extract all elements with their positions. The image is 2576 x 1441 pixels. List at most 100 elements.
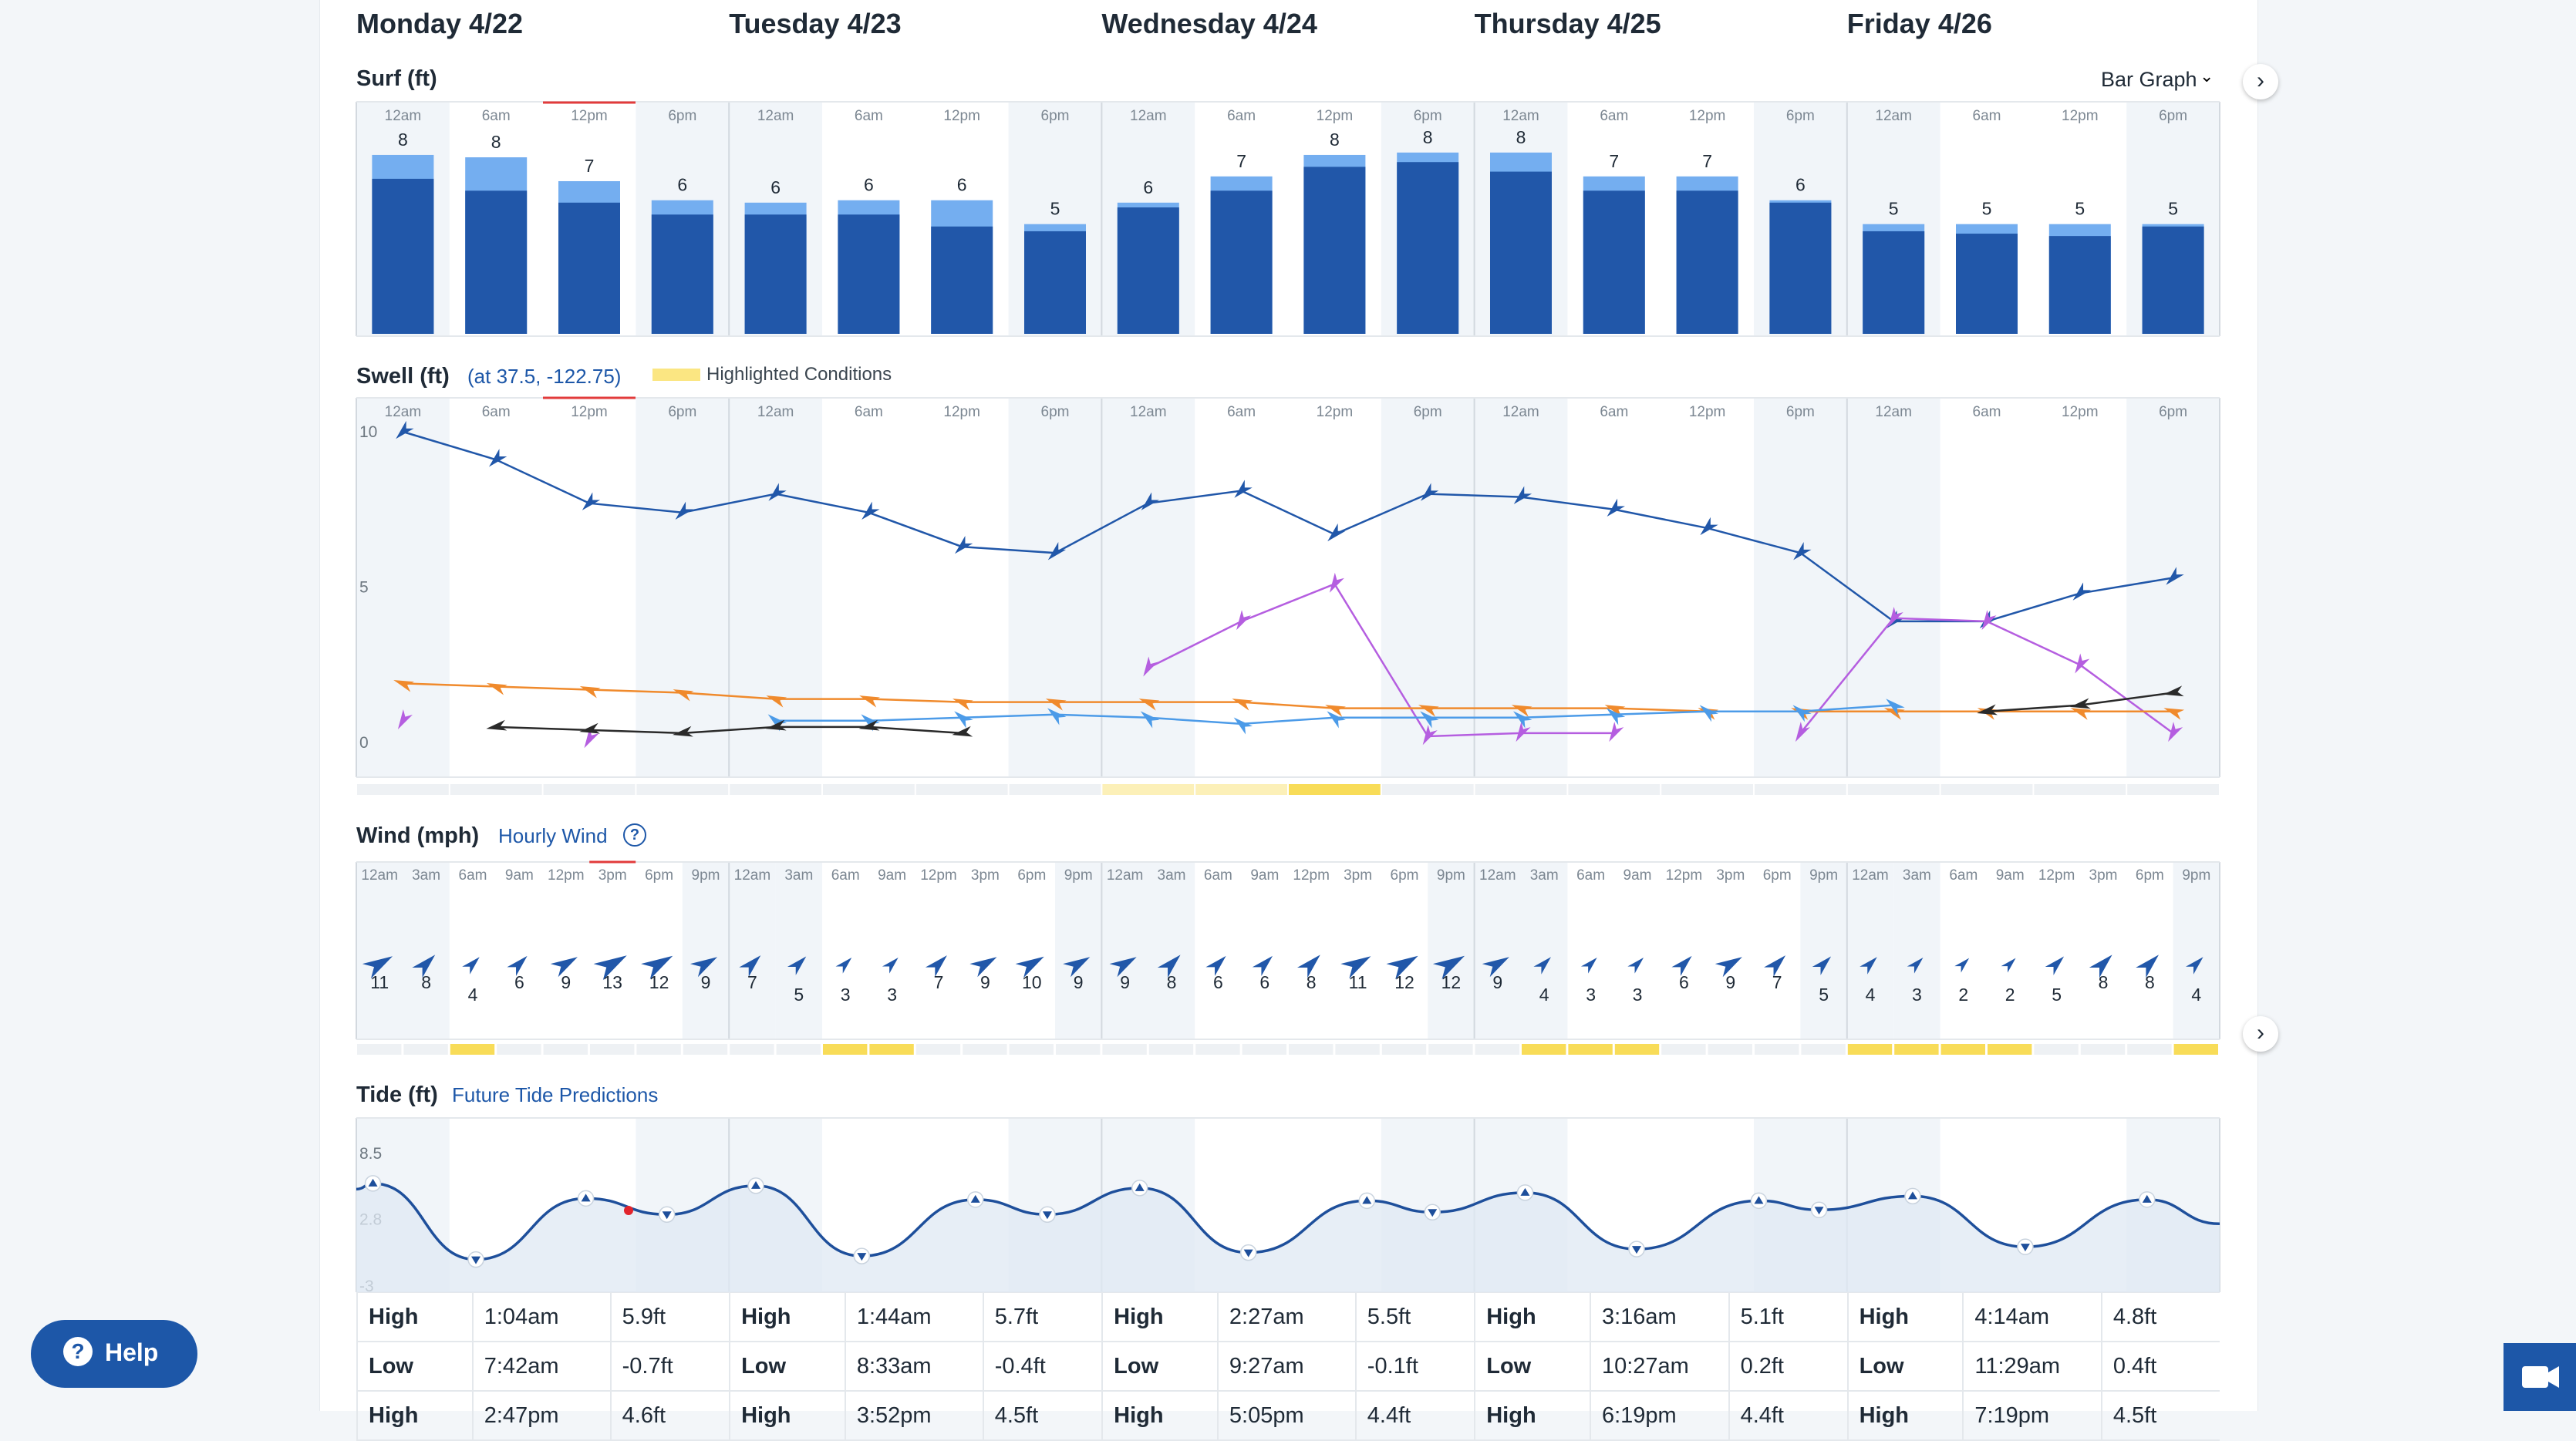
tide-type: Low [729, 1342, 845, 1392]
wind-arrow-icon [739, 955, 761, 978]
swell-direction-arrow [673, 689, 694, 702]
wind-highlight-cell [1940, 1044, 1985, 1055]
wind-arrow-icon [1812, 956, 1832, 975]
surf-bar-label: 6 [1795, 175, 1806, 195]
hourly-wind-link[interactable]: Hourly Wind [498, 824, 608, 847]
swell-direction-arrow [1327, 711, 1346, 729]
swell-direction-arrow [1045, 699, 1067, 711]
time-tick: 12am [1130, 108, 1167, 124]
video-button[interactable] [2504, 1343, 2576, 1411]
swell-direction-arrow [1422, 725, 1438, 746]
swell-highlight-cell [357, 784, 449, 795]
wind-highlight-cell [1242, 1044, 1286, 1055]
swell-direction-arrow [489, 449, 507, 467]
night-shade [775, 862, 822, 1039]
wind-arrow-icon [550, 957, 578, 978]
swell-highlight-cell [1475, 784, 1567, 795]
night-shade [1148, 862, 1195, 1039]
surf-bar [1117, 207, 1179, 334]
swell-direction-arrow [2163, 708, 2185, 720]
wind-highlight-cell [1801, 1044, 1846, 1055]
swell-highlight-cell [1102, 784, 1195, 795]
wind-highlight-cell [1009, 1044, 1054, 1055]
wind-arrow-icon [925, 955, 947, 978]
time-tick: 6pm [2159, 108, 2187, 124]
swell-grid [356, 397, 2220, 778]
wind-help-icon[interactable]: ? [623, 823, 646, 847]
time-tick: 12pm [2062, 404, 2099, 420]
surf-bar [744, 214, 807, 334]
time-tick: 9pm [692, 867, 720, 884]
tide-low-marker-icon [1631, 1246, 1641, 1254]
surf-bar-label: 6 [677, 175, 687, 195]
wind-arrow-icon [1533, 957, 1551, 975]
future-tide-link[interactable]: Future Tide Predictions [452, 1083, 659, 1106]
tide-height: 0.2ft [1728, 1342, 1848, 1392]
swell-direction-arrow [1047, 708, 1067, 726]
next-days-button-2[interactable]: › [2243, 1016, 2278, 1052]
time-tick: 6am [1227, 108, 1256, 124]
tide-height: 5.7ft [982, 1293, 1103, 1342]
help-button[interactable]: ? Help [31, 1320, 197, 1388]
surf-time-ticks: 12am 6am 12pm 6pm 12am 6am 12pm 6pm 12am 6am 12pm 6… [385, 108, 2187, 124]
night-shade [356, 862, 403, 1039]
swell-direction-arrow [1888, 607, 1903, 628]
time-tick: 12am [1875, 108, 1912, 124]
tide-time: 5:05pm [1216, 1391, 1356, 1441]
time-tick: 12pm [2062, 108, 2099, 124]
wind-arrow-icon [1580, 957, 1597, 974]
wind-speed: 12 [1441, 972, 1462, 992]
wind-arrow-icon [1715, 957, 1742, 978]
swell-direction-arrow [1513, 486, 1532, 504]
night-shade [1101, 398, 1195, 777]
time-tick: 12am [1479, 867, 1516, 884]
swell-direction-arrow [579, 722, 601, 734]
tide-table-row: Low 7:42am -0.7ft Low 8:33am -0.4ft Low 9:27am -… [356, 1342, 2220, 1392]
time-tick: 9pm [1809, 867, 1838, 884]
swell-direction-arrow [954, 711, 973, 729]
time-tick: 9pm [1437, 867, 1465, 884]
wind-highlight-cell [1708, 1044, 1752, 1055]
time-tick: 12pm [1293, 867, 1330, 884]
wind-title: Wind (mph) [356, 823, 480, 848]
day-header: Friday 4/26 [1846, 8, 1992, 39]
wind-arrow-icon [2045, 956, 2065, 975]
night-shade [1474, 862, 1521, 1039]
next-days-button[interactable]: › [2243, 64, 2278, 99]
wind-grid [356, 861, 2220, 1040]
swell-series [396, 420, 2184, 629]
wind-highlight-cell [403, 1044, 448, 1055]
time-tick: 6am [1973, 108, 2001, 124]
time-tick: 6pm [1041, 108, 1070, 124]
wind-arrow-icon [1205, 955, 1226, 977]
wind-highlight-cell [2080, 1044, 2126, 1055]
wind-speed: 8 [2099, 972, 2109, 992]
wind-arrow-icon [1432, 955, 1465, 980]
tide-time: 2:27am [1216, 1293, 1356, 1342]
time-tick: 12pm [571, 108, 608, 124]
tide-type: High [356, 1391, 473, 1441]
surf-bar [1024, 231, 1086, 334]
time-tick: 12pm [943, 108, 980, 124]
tide-type: High [729, 1391, 845, 1441]
swell-highlight-cell [1847, 784, 1940, 795]
night-shade [1055, 862, 1102, 1039]
time-tick: 6am [1227, 404, 1256, 420]
swell-highlight-strip [357, 784, 2219, 795]
time-tick: 12pm [1689, 108, 1726, 124]
tide-height: 4.6ft [609, 1391, 730, 1441]
bar-graph-selector[interactable]: Bar Graph [2101, 68, 2197, 91]
wind-arrow-icon [1386, 955, 1418, 980]
swell-highlight-cell [2034, 784, 2126, 795]
tide-height: 5.5ft [1354, 1293, 1475, 1342]
wind-speed: 9 [561, 972, 571, 992]
tide-time: 7:42am [471, 1342, 611, 1392]
swell-series [393, 679, 2185, 720]
swell-highlight-cell [2127, 784, 2219, 795]
wind-speed: 6 [1679, 972, 1689, 992]
swell-direction-arrow [955, 535, 973, 554]
surf-bar-label: 7 [1236, 151, 1246, 171]
wind-speed: 3 [1633, 985, 1643, 1005]
time-tick: 9pm [2182, 867, 2210, 884]
swell-direction-arrow [861, 501, 880, 520]
